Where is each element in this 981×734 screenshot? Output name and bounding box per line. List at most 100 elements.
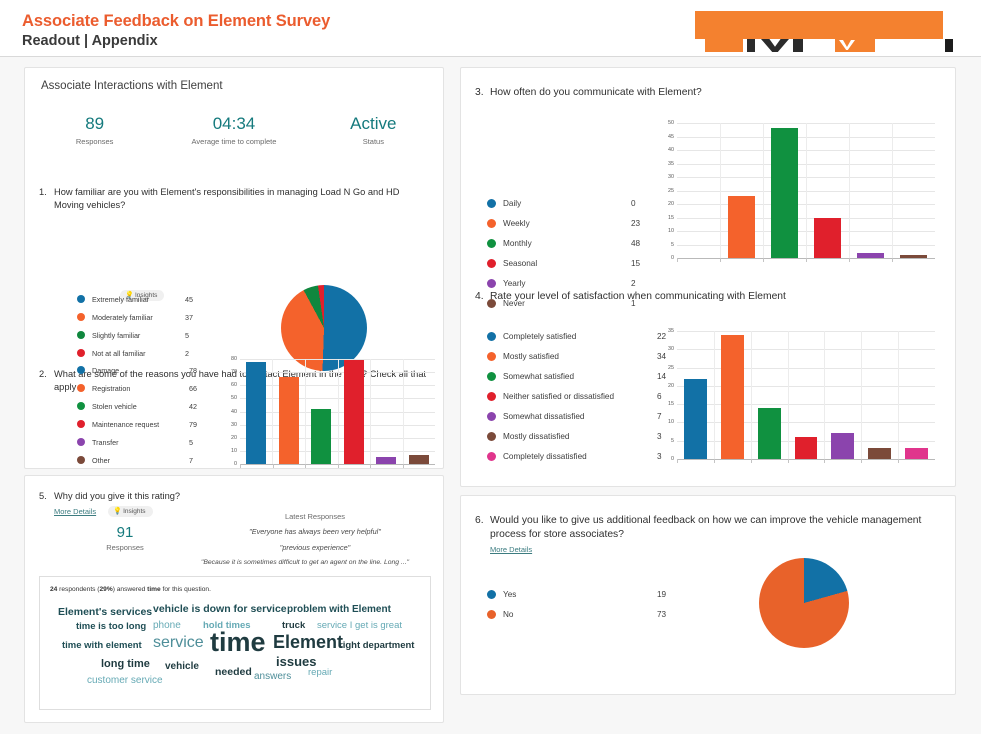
wordcloud-word[interactable]: vehicle is down for service	[153, 603, 287, 615]
question-6: 6. Would you like to give us additional …	[475, 514, 941, 554]
legend-item: Yes 19	[487, 584, 677, 604]
gridline	[677, 404, 935, 406]
wordcloud-word[interactable]: customer service	[87, 675, 163, 686]
pie-slices[interactable]	[281, 285, 367, 371]
legend-item: Extremely familiar 45	[77, 290, 207, 308]
wordcloud-word[interactable]: issues	[276, 654, 317, 669]
gridline	[677, 422, 935, 424]
legend-item: Monthly 48	[487, 233, 657, 253]
bar[interactable]	[868, 448, 892, 459]
wordcloud-word[interactable]: time	[210, 627, 266, 657]
y-axis-tick-label: 10	[668, 228, 674, 234]
legend-item: Yearly 2	[487, 273, 657, 293]
y-axis-tick-label: 70	[231, 369, 237, 376]
pie-slices[interactable]	[759, 558, 849, 648]
legend-item: Mostly dissatisfied 3	[487, 426, 677, 446]
bar[interactable]	[831, 433, 855, 459]
logo-redaction-bar	[695, 11, 943, 39]
bar[interactable]	[757, 407, 781, 459]
kpi-responses-value: 89	[85, 114, 105, 133]
wordcloud-word[interactable]: service	[153, 634, 204, 651]
bar[interactable]	[720, 334, 744, 459]
gridline-vertical	[806, 123, 807, 258]
bar[interactable]	[771, 128, 798, 258]
legend-label: Maintenance request	[92, 419, 160, 429]
question-5-responses-value: 91	[116, 524, 134, 541]
bar[interactable]	[408, 454, 429, 464]
wordcloud-word[interactable]: phone	[153, 620, 181, 631]
question-1-insights-pill[interactable]: 💡 Insights	[120, 284, 165, 302]
bar[interactable]	[857, 252, 884, 258]
logo-glyph-7	[945, 39, 953, 52]
x-axis-tick	[370, 464, 371, 468]
bar-slot	[750, 331, 788, 463]
x-axis-tick	[240, 464, 241, 468]
question-5-insights-pill[interactable]: 💡 Insights	[108, 505, 153, 517]
wordcloud-word[interactable]: right department	[339, 640, 415, 651]
more-details-link[interactable]: More Details	[490, 545, 533, 554]
wordcloud-word[interactable]: problem with Element	[287, 604, 391, 615]
legend-value: 73	[657, 609, 667, 619]
wordcloud-note-count: 24	[50, 586, 58, 593]
bar-group	[240, 359, 436, 468]
x-axis-tick	[806, 258, 807, 262]
question-2-bar-chart: 0 10 20 30 40 50 60 70 80	[231, 356, 436, 468]
wordcloud-word[interactable]: time is too long	[76, 621, 147, 632]
gridline-vertical	[304, 359, 306, 464]
question-6-pie-chart	[759, 558, 849, 648]
question-2-number: 2.	[39, 369, 47, 379]
y-axis-tick-label: 50	[668, 120, 674, 126]
wordcloud-word[interactable]: repair	[308, 667, 333, 678]
legend-label: Seasonal	[503, 258, 538, 268]
legend-swatch	[487, 238, 496, 248]
bar-slot	[402, 359, 436, 468]
bar[interactable]	[905, 448, 928, 459]
wordcloud-word[interactable]: answers	[254, 671, 292, 682]
wordcloud-word[interactable]: long time	[101, 658, 150, 670]
y-axis-tick-label: 10	[668, 419, 674, 426]
legend-item: Never 1	[487, 293, 657, 313]
question-4-heading: 4. Rate your level of satisfaction when …	[475, 290, 935, 304]
legend-value: 34	[657, 351, 667, 361]
more-details-link[interactable]: More Details	[54, 506, 97, 516]
x-axis-tick	[892, 258, 893, 262]
legend-swatch	[77, 366, 85, 374]
legend-swatch	[487, 371, 496, 381]
wordcloud-word[interactable]: truck	[282, 620, 306, 631]
x-axis-tick	[337, 464, 339, 468]
question-5-responses: 91 Responses	[65, 524, 185, 552]
legend-swatch	[77, 384, 85, 392]
x-axis-tick	[763, 258, 764, 262]
wordcloud-word[interactable]: time with element	[62, 640, 142, 651]
wordcloud-word[interactable]: hold times	[203, 620, 251, 631]
gridline-vertical	[720, 123, 721, 258]
wordcloud-note-end: for this question.	[160, 586, 211, 593]
wordcloud-word[interactable]: vehicle	[165, 661, 199, 672]
kpi-avg-time: 04:34 Average time to complete	[164, 114, 303, 146]
bar[interactable]	[814, 217, 841, 258]
bar[interactable]	[684, 378, 707, 459]
bar[interactable]	[246, 361, 267, 464]
bar[interactable]	[311, 408, 332, 464]
legend-value: 3	[657, 451, 662, 461]
legend-label: Stolen vehicle	[92, 401, 137, 411]
question-3-bar-chart: 0 5 10 15 20 25 30 35 40 45 50	[668, 120, 935, 262]
bar[interactable]	[278, 377, 299, 464]
bar-slot	[787, 331, 825, 463]
wordcloud-word[interactable]: Element's services	[58, 606, 153, 618]
wordcloud-word[interactable]: Element	[273, 632, 344, 652]
bar[interactable]	[376, 457, 397, 464]
bar[interactable]	[343, 360, 364, 464]
wordcloud-word[interactable]: needed	[215, 666, 252, 678]
x-axis-tick	[720, 258, 721, 262]
bar[interactable]	[900, 255, 927, 258]
bar[interactable]	[728, 195, 755, 258]
lightbulb-icon: 💡	[125, 292, 134, 299]
y-axis-tick-label: 20	[231, 434, 237, 441]
legend-swatch	[77, 402, 85, 410]
bar[interactable]	[794, 437, 818, 459]
wordcloud-word[interactable]: service I get is great	[317, 620, 403, 631]
kpi-responses: 89 Responses	[25, 114, 164, 146]
panel-questions-3-4: 3. How often do you communicate with Ele…	[460, 67, 956, 487]
